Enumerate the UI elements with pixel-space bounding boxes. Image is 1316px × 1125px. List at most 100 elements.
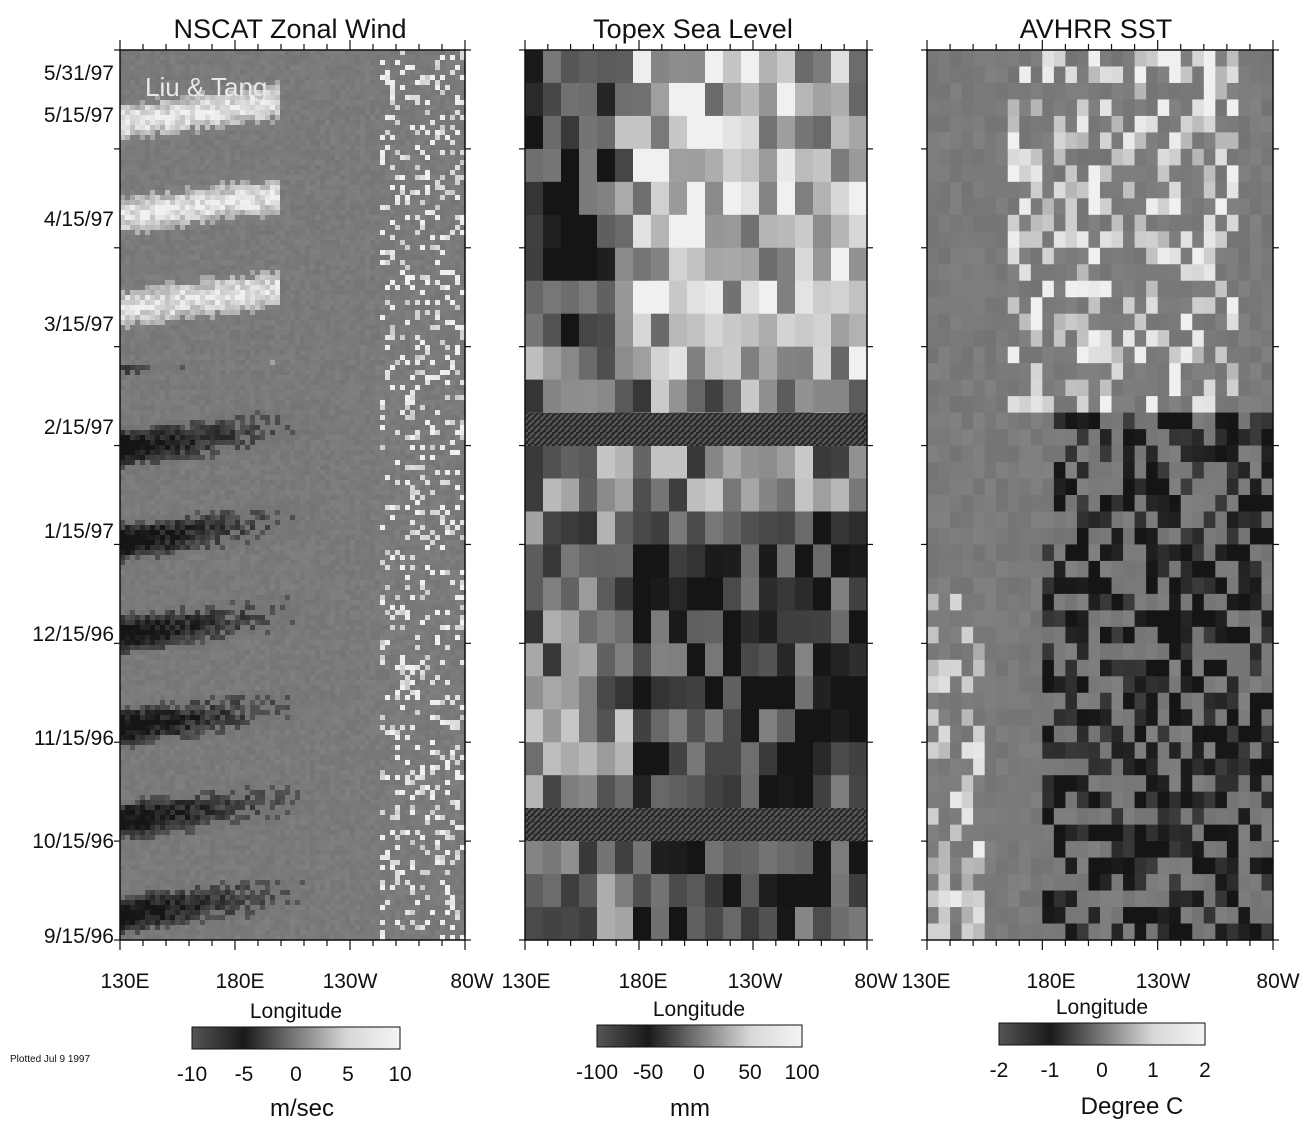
- heatmap-cell: [405, 290, 411, 296]
- heatmap-cell: [165, 350, 171, 356]
- heatmap-cell: [370, 165, 376, 171]
- heatmap-cell: [420, 380, 426, 386]
- heatmap-cell: [455, 170, 461, 176]
- heatmap-cell: [210, 230, 216, 236]
- heatmap-cell: [150, 265, 156, 271]
- heatmap-cell: [400, 335, 406, 341]
- heatmap-cell: [140, 380, 146, 386]
- heatmap-cell: [190, 205, 196, 211]
- heatmap-cell: [305, 125, 311, 131]
- heatmap-cell: [205, 175, 211, 181]
- heatmap-cell: [145, 240, 151, 246]
- heatmap-cell: [300, 355, 306, 361]
- heatmap-cell: [460, 105, 466, 111]
- heatmap-cell: [350, 205, 356, 211]
- heatmap-cell: [420, 215, 426, 221]
- heatmap-cell: [350, 55, 356, 61]
- heatmap-cell: [155, 400, 161, 406]
- heatmap-cell: [385, 390, 391, 396]
- heatmap-cell: [130, 105, 136, 111]
- heatmap-cell: [325, 315, 331, 321]
- heatmap-cell: [440, 55, 446, 61]
- heatmap-cell: [165, 295, 171, 301]
- heatmap-cell: [145, 360, 151, 366]
- heatmap-cell: [295, 200, 301, 206]
- heatmap-cell: [355, 290, 361, 296]
- heatmap-cell: [270, 360, 276, 366]
- heatmap-cell: [415, 290, 421, 296]
- heatmap-cell: [145, 380, 151, 386]
- heatmap-cell: [170, 70, 176, 76]
- heatmap-cell: [325, 295, 331, 301]
- heatmap-cell: [365, 150, 371, 156]
- heatmap-cell: [390, 385, 396, 391]
- heatmap-cell: [355, 250, 361, 256]
- heatmap-cell: [175, 195, 181, 201]
- heatmap-cell: [220, 405, 226, 411]
- heatmap-cell: [460, 375, 466, 381]
- heatmap-cell: [165, 195, 171, 201]
- heatmap-cell: [335, 50, 341, 56]
- heatmap-cell: [235, 295, 241, 301]
- heatmap-cell: [380, 180, 386, 186]
- heatmap-cell: [225, 345, 231, 351]
- heatmap-cell: [200, 130, 206, 136]
- heatmap-cell: [290, 170, 296, 176]
- heatmap-cell: [120, 295, 126, 301]
- heatmap-cell: [275, 300, 281, 306]
- heatmap-cell: [155, 75, 161, 81]
- heatmap-cell: [440, 405, 446, 411]
- heatmap-cell: [355, 370, 361, 376]
- heatmap-cell: [185, 105, 191, 111]
- heatmap-cell: [370, 285, 376, 291]
- heatmap-cell: [450, 55, 456, 61]
- heatmap-cell: [295, 360, 301, 366]
- heatmap-cell: [415, 115, 421, 121]
- heatmap-cell: [360, 255, 366, 261]
- heatmap-cell: [230, 160, 236, 166]
- heatmap-cell: [415, 335, 421, 341]
- heatmap-cell: [230, 170, 236, 176]
- heatmap-cell: [125, 375, 131, 381]
- heatmap-cell: [185, 295, 191, 301]
- heatmap-cell: [330, 85, 336, 91]
- heatmap-cell: [325, 65, 331, 71]
- heatmap-cell: [445, 250, 451, 256]
- heatmap-cell: [200, 325, 206, 331]
- heatmap-cell: [440, 185, 446, 191]
- heatmap-cell: [320, 305, 326, 311]
- heatmap-cell: [440, 265, 446, 271]
- heatmap-cell: [185, 235, 191, 241]
- heatmap-cell: [275, 230, 281, 236]
- heatmap-cell: [360, 285, 366, 291]
- heatmap-cell: [150, 185, 156, 191]
- heatmap-cell: [145, 375, 151, 381]
- heatmap-cell: [195, 95, 201, 101]
- heatmap-cell: [135, 360, 141, 366]
- heatmap-cell: [270, 330, 276, 336]
- heatmap-cell: [130, 230, 136, 236]
- heatmap-cell: [135, 225, 141, 231]
- heatmap-cell: [455, 335, 461, 341]
- heatmap-cell: [170, 395, 176, 401]
- heatmap-cell: [380, 100, 386, 106]
- heatmap-cell: [285, 255, 291, 261]
- heatmap-cell: [420, 390, 426, 396]
- heatmap-cell: [290, 325, 296, 331]
- heatmap-cell: [395, 180, 401, 186]
- heatmap-cell: [125, 255, 131, 261]
- heatmap-cell: [310, 195, 316, 201]
- heatmap-cell: [395, 70, 401, 76]
- heatmap-cell: [420, 315, 426, 321]
- heatmap-cell: [165, 275, 171, 281]
- heatmap-cell: [145, 255, 151, 261]
- heatmap-cell: [375, 280, 381, 286]
- heatmap-cell: [250, 215, 256, 221]
- heatmap-cell: [390, 95, 396, 101]
- heatmap-cell: [385, 325, 391, 331]
- heatmap-cell: [450, 195, 456, 201]
- heatmap-cell: [290, 175, 296, 181]
- heatmap-cell: [385, 65, 391, 71]
- heatmap-cell: [250, 260, 256, 266]
- heatmap-cell: [390, 65, 396, 71]
